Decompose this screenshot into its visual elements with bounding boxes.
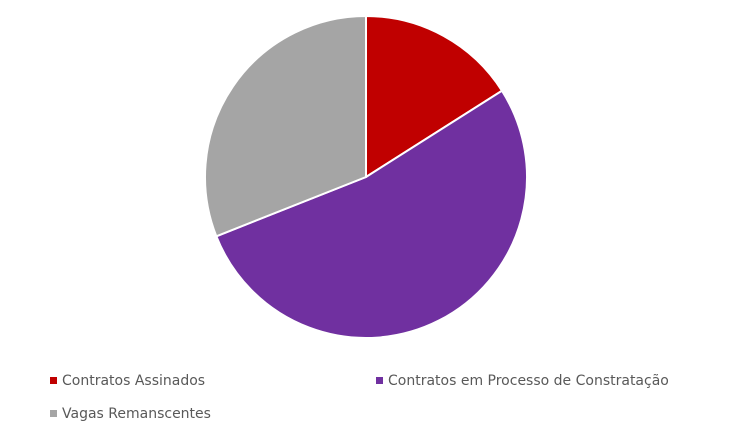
legend-swatch	[50, 377, 57, 384]
pie-slice	[365, 14, 504, 179]
pie-slice	[215, 89, 528, 339]
legend-label: Contratos em Processo de Constratação	[388, 373, 669, 389]
pie-slice	[204, 14, 367, 238]
legend-swatch	[50, 410, 57, 417]
legend-label: Contratos Assinados	[62, 373, 205, 389]
legend-label: Vagas Remanscentes	[62, 406, 211, 422]
legend-swatch	[376, 377, 383, 384]
